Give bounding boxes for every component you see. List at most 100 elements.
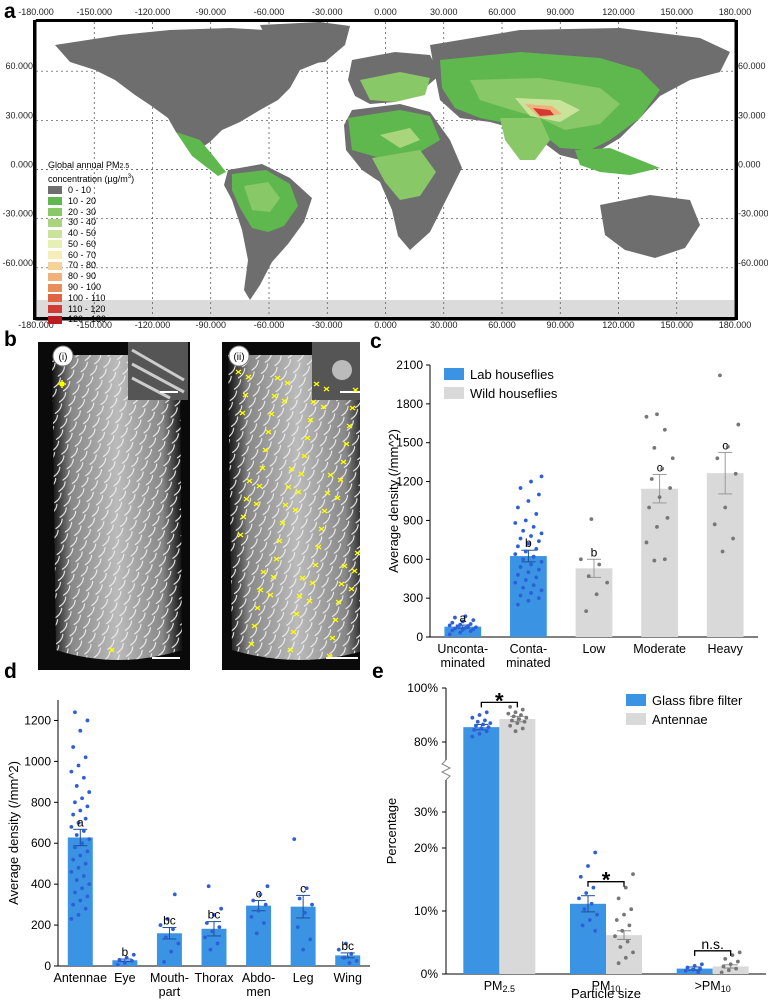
yellow-mark: [320, 404, 327, 410]
data-point: [76, 763, 81, 768]
data-point: [172, 892, 177, 897]
map-lat-tick-left: 60.000: [5, 61, 33, 71]
x-tick-label: men: [246, 985, 270, 999]
legend-row: 10 - 20: [48, 196, 134, 207]
data-point: [479, 726, 484, 731]
data-point: [531, 525, 536, 529]
data-point: [518, 486, 523, 490]
data-point: [69, 869, 74, 874]
bar-filter-PM10: [570, 903, 606, 974]
data-point: [670, 456, 675, 461]
yellow-mark: [253, 501, 260, 507]
legend-rows: 0 - 10 10 - 20 20 - 30 30 - 40 40 - 50 50 - 6…: [48, 185, 134, 325]
yellow-mark: [343, 441, 350, 447]
data-point: [586, 864, 590, 868]
yellow-mark: [313, 381, 320, 387]
y-tick-label: 10%: [414, 904, 438, 918]
data-point: [308, 937, 313, 942]
yellow-mark: [265, 429, 272, 435]
significance-letter: bc: [208, 908, 221, 922]
bar-antennae-PM10: [606, 935, 642, 974]
data-point: [529, 534, 533, 538]
data-point: [455, 624, 460, 629]
yellow-mark: [321, 508, 328, 514]
data-point: [536, 596, 541, 601]
yellow-mark: [327, 472, 334, 478]
data-point: [511, 714, 516, 719]
yellow-mark: [334, 495, 341, 501]
data-point: [73, 800, 77, 805]
data-point: [458, 622, 463, 627]
data-point: [523, 578, 528, 582]
data-point: [696, 970, 701, 975]
data-point: [471, 627, 476, 632]
data-point: [69, 917, 74, 921]
yellow-mark: [329, 635, 336, 641]
legend-label: 70 - 80: [68, 260, 97, 271]
map-lat-tick-right: -30.000: [738, 209, 768, 219]
map-lat-tick-right: -60.000: [738, 258, 768, 268]
significance-mark: *: [602, 868, 611, 893]
data-point: [516, 572, 520, 577]
map-lon-tick-top: -180.000: [18, 7, 54, 17]
axis-break: [440, 759, 452, 781]
bar-filter->PM10: [676, 968, 713, 974]
data-point: [521, 585, 526, 590]
data-point: [521, 557, 526, 562]
data-point: [518, 593, 523, 598]
data-point: [577, 896, 581, 901]
legend-label: 10 - 20: [68, 195, 97, 206]
data-point: [310, 902, 314, 907]
legend-row: 60 - 70: [48, 250, 134, 261]
map-lon-tick-bottom: -150.000: [76, 320, 112, 330]
yellow-mark: [301, 453, 308, 459]
data-point: [163, 935, 168, 940]
panel-label-a: a: [4, 0, 16, 23]
legend-label: 60 - 70: [68, 249, 97, 260]
significance-bracket: [587, 881, 625, 887]
data-point: [87, 882, 92, 887]
data-point: [613, 934, 617, 939]
data-point: [631, 950, 635, 955]
yellow-mark: [307, 417, 314, 423]
data-point: [78, 853, 83, 858]
yellow-mark: [239, 410, 246, 416]
yellow-mark: [298, 471, 305, 477]
x-tick-label: Wing: [333, 971, 362, 985]
data-point: [526, 570, 531, 575]
data-point: [349, 951, 354, 956]
map-lon-tick-bottom: -30.000: [312, 320, 343, 330]
data-point: [122, 961, 127, 965]
x-tick-label: PM10: [592, 979, 621, 994]
data-point: [208, 947, 213, 952]
map-lon-tick-bottom: -60.000: [254, 320, 285, 330]
legend-swatch: [48, 240, 62, 249]
yellow-mark: [268, 411, 275, 417]
data-point: [589, 517, 594, 522]
map-lon-tick-top: -90.000: [195, 7, 226, 17]
yellow-mark: [354, 550, 360, 556]
x-tick-label: PM2.5: [484, 979, 515, 994]
significance-mark: n.s.: [701, 936, 724, 952]
data-point: [616, 896, 621, 901]
data-point: [733, 471, 738, 476]
data-point: [699, 962, 704, 967]
data-point: [158, 923, 163, 927]
data-point: [460, 619, 465, 624]
map-lat-tick-right: 60.000: [738, 61, 766, 71]
data-point: [474, 625, 478, 630]
data-point: [83, 755, 88, 760]
significance-letter: a: [459, 611, 466, 625]
data-point: [618, 945, 623, 949]
data-point: [652, 558, 657, 563]
data-point: [513, 710, 518, 715]
data-point: [484, 729, 489, 734]
map-lat-tick-left: 0.000: [10, 160, 33, 170]
yellow-mark: [256, 483, 263, 489]
legend-label: 110 - 120: [68, 303, 106, 314]
y-tick-label: 0%: [421, 967, 439, 981]
data-point: [655, 412, 659, 417]
data-point: [83, 816, 88, 821]
data-point: [515, 721, 520, 725]
data-point: [81, 829, 86, 833]
